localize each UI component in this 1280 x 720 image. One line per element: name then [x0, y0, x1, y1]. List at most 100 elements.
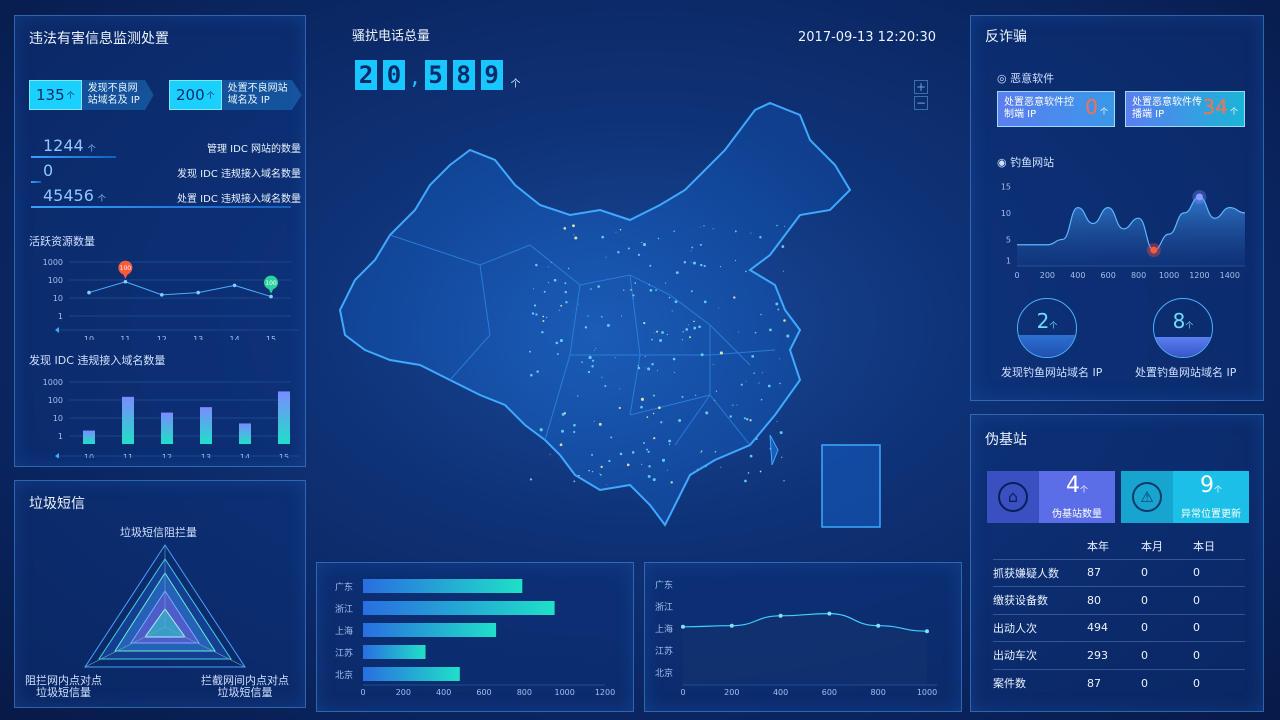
- malware-section: ◎ 恶意软件: [997, 72, 1055, 85]
- map-dot: [673, 230, 675, 233]
- china-map[interactable]: [330, 95, 920, 535]
- map-dot: [656, 370, 659, 372]
- map-dot: [545, 316, 548, 319]
- abnormal-location-label: 异常位置更新: [1181, 509, 1241, 520]
- map-dot: [734, 230, 737, 233]
- map-dot: [643, 442, 646, 444]
- marker-label: 100: [265, 280, 277, 287]
- map-dot: [578, 474, 580, 477]
- map-dot: [699, 226, 701, 228]
- x-tick-label: 200: [396, 688, 411, 697]
- map-dot: [666, 469, 668, 471]
- y-tick-label: 10: [1001, 209, 1011, 218]
- malware-icon: ◎: [997, 72, 1007, 85]
- map-dot: [668, 439, 672, 443]
- map-dot: [718, 307, 719, 309]
- phishing-area-chart: 15 10 5 10 200 400 600 800 1000 1200 1400: [1001, 182, 1246, 280]
- malware-spread-card[interactable]: 处置恶意软件传播端 IP 34 个: [1125, 91, 1245, 127]
- data-point: [87, 290, 91, 295]
- map-dot: [655, 289, 657, 292]
- map-dot: [760, 398, 763, 401]
- x-tick-label: 11: [120, 335, 130, 340]
- map-dot: [705, 411, 709, 415]
- x-tick-label: 13: [193, 335, 203, 340]
- marker-pin: 100: [118, 260, 133, 279]
- area-fill: [1017, 196, 1245, 266]
- map-dot: [685, 328, 689, 331]
- map-dot: [776, 421, 778, 423]
- map-dot: [783, 319, 786, 322]
- category-label: 上海: [655, 623, 673, 635]
- map-dot: [567, 267, 570, 270]
- found-sites-tag[interactable]: 135 个 发现不良网站域名及 IP: [29, 80, 154, 110]
- map-dot: [591, 365, 594, 368]
- phishing-section: ◉ 钓鱼网站: [997, 156, 1055, 169]
- x-tick-label: 12: [157, 335, 167, 340]
- map-dot: [591, 470, 594, 473]
- map-dot: [696, 468, 698, 470]
- map-dot: [678, 418, 682, 422]
- found-sites-label: 发现不良网站域名及 IP: [81, 80, 154, 110]
- data-point: [729, 623, 734, 628]
- data-point: [160, 293, 164, 297]
- x-tick-label: 11: [123, 453, 133, 458]
- map-dot: [532, 288, 535, 290]
- tower-icon: ⌂: [987, 471, 1039, 523]
- data-point: [232, 283, 237, 288]
- map-dot: [694, 394, 697, 396]
- x-tick-label: 14: [240, 453, 250, 458]
- map-dot: [563, 412, 566, 415]
- category-label: 北京: [655, 667, 673, 679]
- malware-spread-label: 处置恶意软件传播端 IP: [1132, 97, 1202, 120]
- x-tick-label: 10: [84, 453, 94, 458]
- map-dot: [601, 376, 603, 378]
- map-dot: [535, 313, 538, 316]
- map-dot: [653, 332, 655, 334]
- map-dot: [535, 263, 538, 267]
- map-dot: [651, 363, 654, 366]
- map-dot: [705, 466, 707, 468]
- zoom-in-button[interactable]: +: [914, 80, 928, 94]
- map-dot: [632, 298, 634, 300]
- bar: [278, 391, 290, 444]
- handled-sites-label: 处置不良网站域名及 IP: [221, 80, 302, 110]
- handled-sites-tag[interactable]: 200 个 处置不良网站域名及 IP: [169, 80, 302, 110]
- map-dot: [632, 294, 635, 297]
- map-dot: [745, 418, 749, 421]
- y-tick-label: 15: [1001, 182, 1011, 191]
- map-dot: [533, 304, 537, 307]
- map-dot: [637, 365, 640, 367]
- counter-digit: 5: [424, 60, 447, 90]
- data-point: [925, 629, 929, 634]
- x-tick-label: 800: [871, 688, 886, 697]
- column-day: 本日: [1193, 539, 1215, 553]
- bar: [239, 423, 251, 444]
- x-tick-label: 0: [360, 688, 365, 697]
- map-dot: [560, 304, 563, 307]
- phishing-handled-circle[interactable]: 8个: [1153, 298, 1213, 358]
- map-dot: [744, 479, 747, 483]
- x-tick-label: 15: [279, 453, 289, 458]
- map-dot: [598, 422, 602, 426]
- fake-bs-count-label: 伪基站数量: [1052, 509, 1102, 520]
- map-dot: [751, 354, 755, 358]
- map-dot: [692, 261, 696, 265]
- map-dot: [767, 384, 771, 388]
- map-dot: [591, 453, 594, 456]
- table-row: 缴获设备数 80 0 0: [993, 586, 1245, 614]
- phishing-found-circle[interactable]: 2个: [1017, 298, 1077, 358]
- metric-idc-count: 1244 个 管理 IDC 网站的数量: [31, 136, 301, 158]
- fake-bs-count-card[interactable]: ⌂ 4个 伪基站数量: [987, 471, 1115, 523]
- zoom-out-button[interactable]: −: [914, 96, 928, 110]
- map-dot: [693, 326, 697, 330]
- abnormal-location-card[interactable]: ⚠ 9个 异常位置更新: [1121, 471, 1249, 523]
- map-dot: [595, 347, 597, 349]
- map-dot: [573, 423, 576, 427]
- map-dot: [593, 350, 595, 352]
- map-dot: [761, 372, 763, 374]
- map-dot: [542, 319, 545, 322]
